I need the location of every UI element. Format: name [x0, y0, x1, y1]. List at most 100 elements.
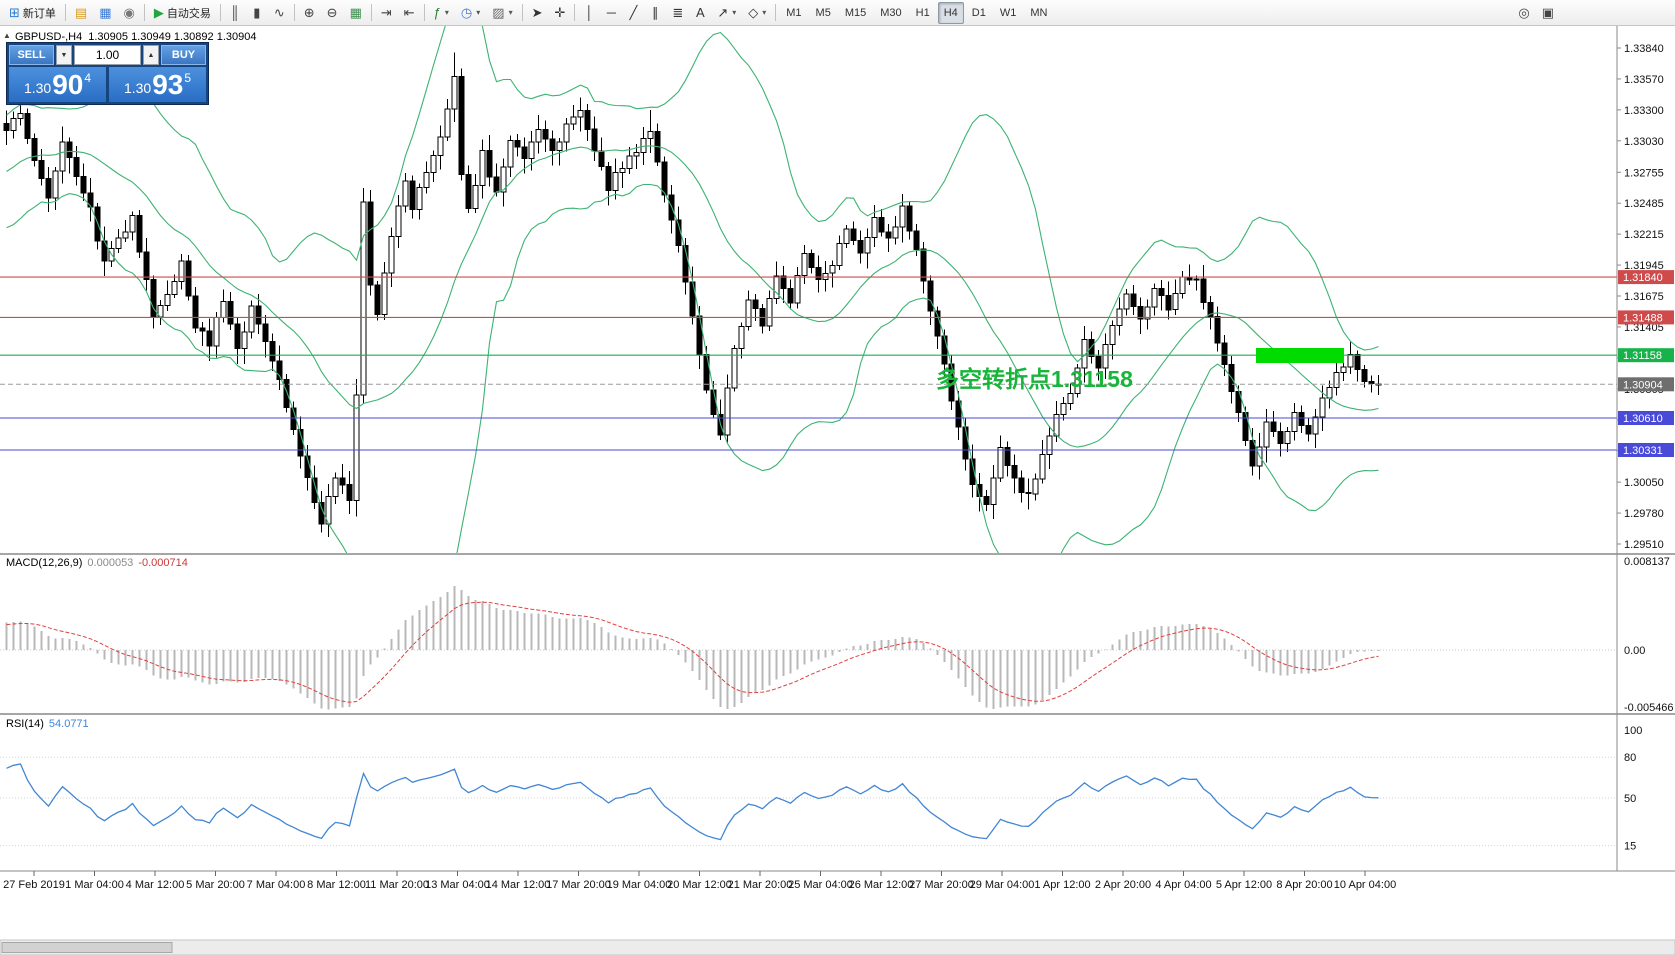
- rsi-axis-label: 50: [1624, 793, 1636, 805]
- scrollbar-thumb[interactable]: [1, 942, 173, 953]
- trendline-button[interactable]: ╱: [623, 2, 643, 24]
- time-axis-label: 27 Feb 2019: [3, 879, 65, 891]
- toolbar: ⊞ 新订单 ▤ ▦ ◉ ▶ 自动交易 ║ ▮ ∿ ⊕ ⊖ ▦ ⇥ ⇤ ƒ ▾ ◷ ▾ ▨ ▾ ➤ ✛ │ ─ ╱ ∥ ≣ A ↗ ▾ ◇ ▾ M1…: [0, 0, 1675, 26]
- time-axis-label: 10 Apr 04:00: [1334, 879, 1396, 891]
- buy-price-pip: 5: [184, 71, 192, 85]
- one-click-collapse-icon[interactable]: ▲: [3, 31, 11, 40]
- indicators-button[interactable]: ƒ ▾: [429, 2, 454, 24]
- chart-shift-button[interactable]: ⇤: [399, 2, 420, 24]
- time-axis-label: 4 Mar 12:00: [126, 879, 185, 891]
- volume-increase-button[interactable]: ▲: [143, 45, 159, 65]
- buy-price-display[interactable]: 1.30 93 5: [109, 67, 206, 102]
- timeframe-m30-button[interactable]: M30: [880, 6, 902, 19]
- time-axis-label: 5 Mar 20:00: [186, 879, 245, 891]
- tile-windows-icon: ▦: [349, 5, 362, 20]
- arrange-windows-button[interactable]: ▣: [1537, 2, 1559, 24]
- timeframe-mn-button[interactable]: MN: [1030, 6, 1048, 19]
- new-order-button[interactable]: ⊞ 新订单: [4, 2, 61, 24]
- arrows-tool-button[interactable]: ↗ ▾: [712, 2, 741, 24]
- time-axis-label: 20 Mar 12:00: [667, 879, 732, 891]
- current-price-box: 1.30904: [1618, 377, 1674, 392]
- zoom-window-button[interactable]: ◎: [1513, 2, 1534, 24]
- price-axis-label: 1.33840: [1624, 43, 1664, 55]
- bar-chart-button[interactable]: ║: [225, 2, 245, 24]
- sell-button[interactable]: SELL: [9, 45, 54, 65]
- data-window-button[interactable]: ▦: [94, 2, 116, 24]
- toolbar-separator: [293, 4, 295, 21]
- price-axis-label: 1.31405: [1624, 322, 1664, 334]
- periods-button[interactable]: ◷ ▾: [456, 2, 485, 24]
- svg-text:1.30331: 1.30331: [1623, 445, 1663, 457]
- price-box-1.31158: 1.31158: [1618, 348, 1674, 363]
- timeframe-h4-button[interactable]: H4: [937, 1, 964, 24]
- toolbar-separator: [574, 4, 576, 21]
- timeframe-h1-button[interactable]: H1: [915, 6, 930, 19]
- rsi-axis-label: 100: [1624, 725, 1642, 737]
- toolbar-separator: [370, 4, 372, 21]
- timeframe-m1-button[interactable]: M1: [786, 6, 802, 19]
- timeframe-w1-button[interactable]: W1: [999, 6, 1017, 19]
- chart-canvas[interactable]: 1.33840 1.33570 1.33300 1.33030 1.32755 1.324…: [0, 26, 1675, 955]
- market-watch-icon: ▤: [74, 5, 88, 20]
- time-axis-label: 19 Mar 04:00: [607, 879, 672, 891]
- candle-chart-button[interactable]: ▮: [247, 2, 267, 24]
- trendline-icon: ╱: [629, 5, 638, 20]
- sell-price-display[interactable]: 1.30 90 4: [9, 67, 106, 102]
- timeframe-m5-button[interactable]: M5: [815, 6, 831, 19]
- chevron-down-icon: ▾: [762, 8, 767, 17]
- chevron-down-icon: ▾: [508, 8, 513, 17]
- toolbar-separator: [219, 4, 221, 21]
- one-click-trading-panel: SELL ▼ ▲ BUY 1.30 90 4 1.30 93 5: [6, 42, 209, 105]
- price-axis-label: 1.32215: [1624, 229, 1664, 241]
- buy-button[interactable]: BUY: [161, 45, 206, 65]
- time-axis-label: 5 Apr 12:00: [1216, 879, 1272, 891]
- crosshair-button[interactable]: ✛: [550, 2, 571, 24]
- svg-text:1.31488: 1.31488: [1623, 312, 1663, 324]
- autotrading-button[interactable]: ▶ 自动交易: [149, 2, 216, 24]
- timeframe-m15-button[interactable]: M15: [844, 6, 867, 19]
- line-chart-icon: ∿: [273, 5, 285, 20]
- auto-scroll-button[interactable]: ⇥: [376, 2, 397, 24]
- templates-button[interactable]: ▨ ▾: [487, 2, 517, 24]
- svg-text:1.31840: 1.31840: [1623, 272, 1663, 284]
- svg-text:1.30904: 1.30904: [1623, 379, 1663, 391]
- chevron-down-icon: ▾: [732, 8, 737, 17]
- volume-decrease-button[interactable]: ▼: [56, 45, 72, 65]
- rsi-line: [6, 763, 1379, 841]
- volume-input[interactable]: [74, 45, 141, 65]
- horizontal-scrollbar[interactable]: [0, 939, 1675, 955]
- bollinger-bands: [6, 26, 1379, 553]
- horizontal-line-icon: ─: [606, 5, 617, 20]
- time-axis-label: 4 Apr 04:00: [1155, 879, 1211, 891]
- data-window-icon: ▦: [99, 5, 112, 20]
- time-axis-label: 14 Mar 12:00: [486, 879, 551, 891]
- navigator-button[interactable]: ◉: [119, 2, 140, 24]
- time-axis-label: 2 Apr 20:00: [1095, 879, 1151, 891]
- timeframe-d1-button[interactable]: D1: [971, 6, 986, 19]
- time-axis-label: 1 Apr 12:00: [1034, 879, 1090, 891]
- horizontal-line-button[interactable]: ─: [601, 2, 621, 24]
- text-tool-button[interactable]: A: [690, 2, 710, 24]
- time-axis-label: 8 Apr 20:00: [1276, 879, 1332, 891]
- tile-windows-button[interactable]: ▦: [345, 2, 367, 24]
- highlight-rectangle[interactable]: [1256, 348, 1344, 363]
- time-axis-label: 26 Mar 12:00: [849, 879, 914, 891]
- vertical-line-button[interactable]: │: [579, 2, 599, 24]
- market-watch-button[interactable]: ▤: [70, 2, 92, 24]
- zoom-out-button[interactable]: ⊖: [322, 2, 343, 24]
- price-axis-label: 1.29780: [1624, 508, 1664, 520]
- toolbar-separator: [64, 4, 66, 21]
- time-axis-label: 29 Mar 04:00: [970, 879, 1035, 891]
- channel-button[interactable]: ∥: [645, 2, 665, 24]
- line-chart-button[interactable]: ∿: [269, 2, 290, 24]
- price-box-1.30610: 1.30610: [1618, 411, 1674, 425]
- shapes-tool-button[interactable]: ◇ ▾: [743, 2, 771, 24]
- shapes-tool-icon: ◇: [748, 5, 759, 20]
- time-axis-label: 25 Mar 04:00: [788, 879, 853, 891]
- chevron-down-icon: ▾: [444, 8, 449, 17]
- zoom-in-button[interactable]: ⊕: [299, 2, 320, 24]
- sell-price-major: 1.30: [23, 80, 52, 96]
- cursor-icon: ➤: [531, 5, 543, 20]
- fibonacci-button[interactable]: ≣: [667, 2, 688, 24]
- cursor-button[interactable]: ➤: [527, 2, 548, 24]
